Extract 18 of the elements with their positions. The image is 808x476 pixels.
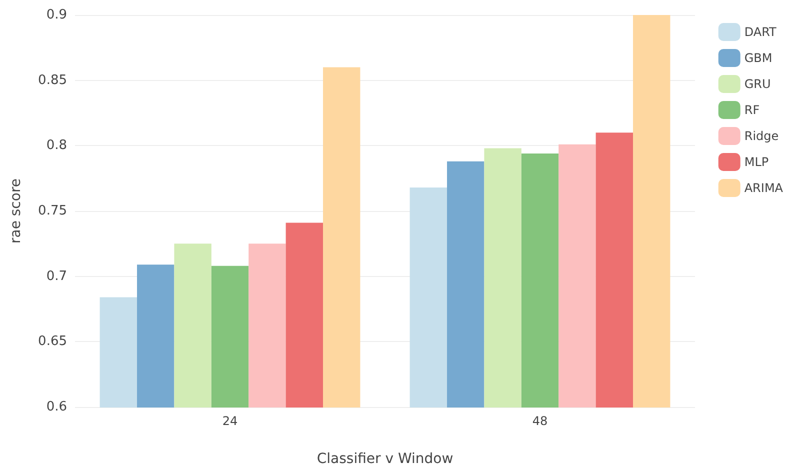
y-tick-label: 0.85 [38,72,67,88]
x-axis-title: Classifier v Window [316,451,454,467]
y-tick-label: 0.9 [46,8,67,22]
legend-label: GBM [744,51,772,65]
x-tick-label: 48 [532,414,548,428]
legend-label: Ridge [744,129,779,143]
y-tick-label: 0.65 [38,334,67,350]
legend-label: ARIMA [744,181,784,195]
y-tick-label: 0.6 [46,400,67,414]
legend-label: RF [744,103,760,117]
y-tick-label: 0.8 [46,138,67,154]
y-axis-title: rae score [8,178,24,244]
legend-label: MLP [744,155,769,169]
legend-label: DART [744,25,778,39]
legend-label: GRU [744,77,771,91]
y-tick-label: 0.75 [38,204,67,218]
x-tick-label: 24 [222,414,238,428]
y-tick-label: 0.7 [46,268,67,284]
